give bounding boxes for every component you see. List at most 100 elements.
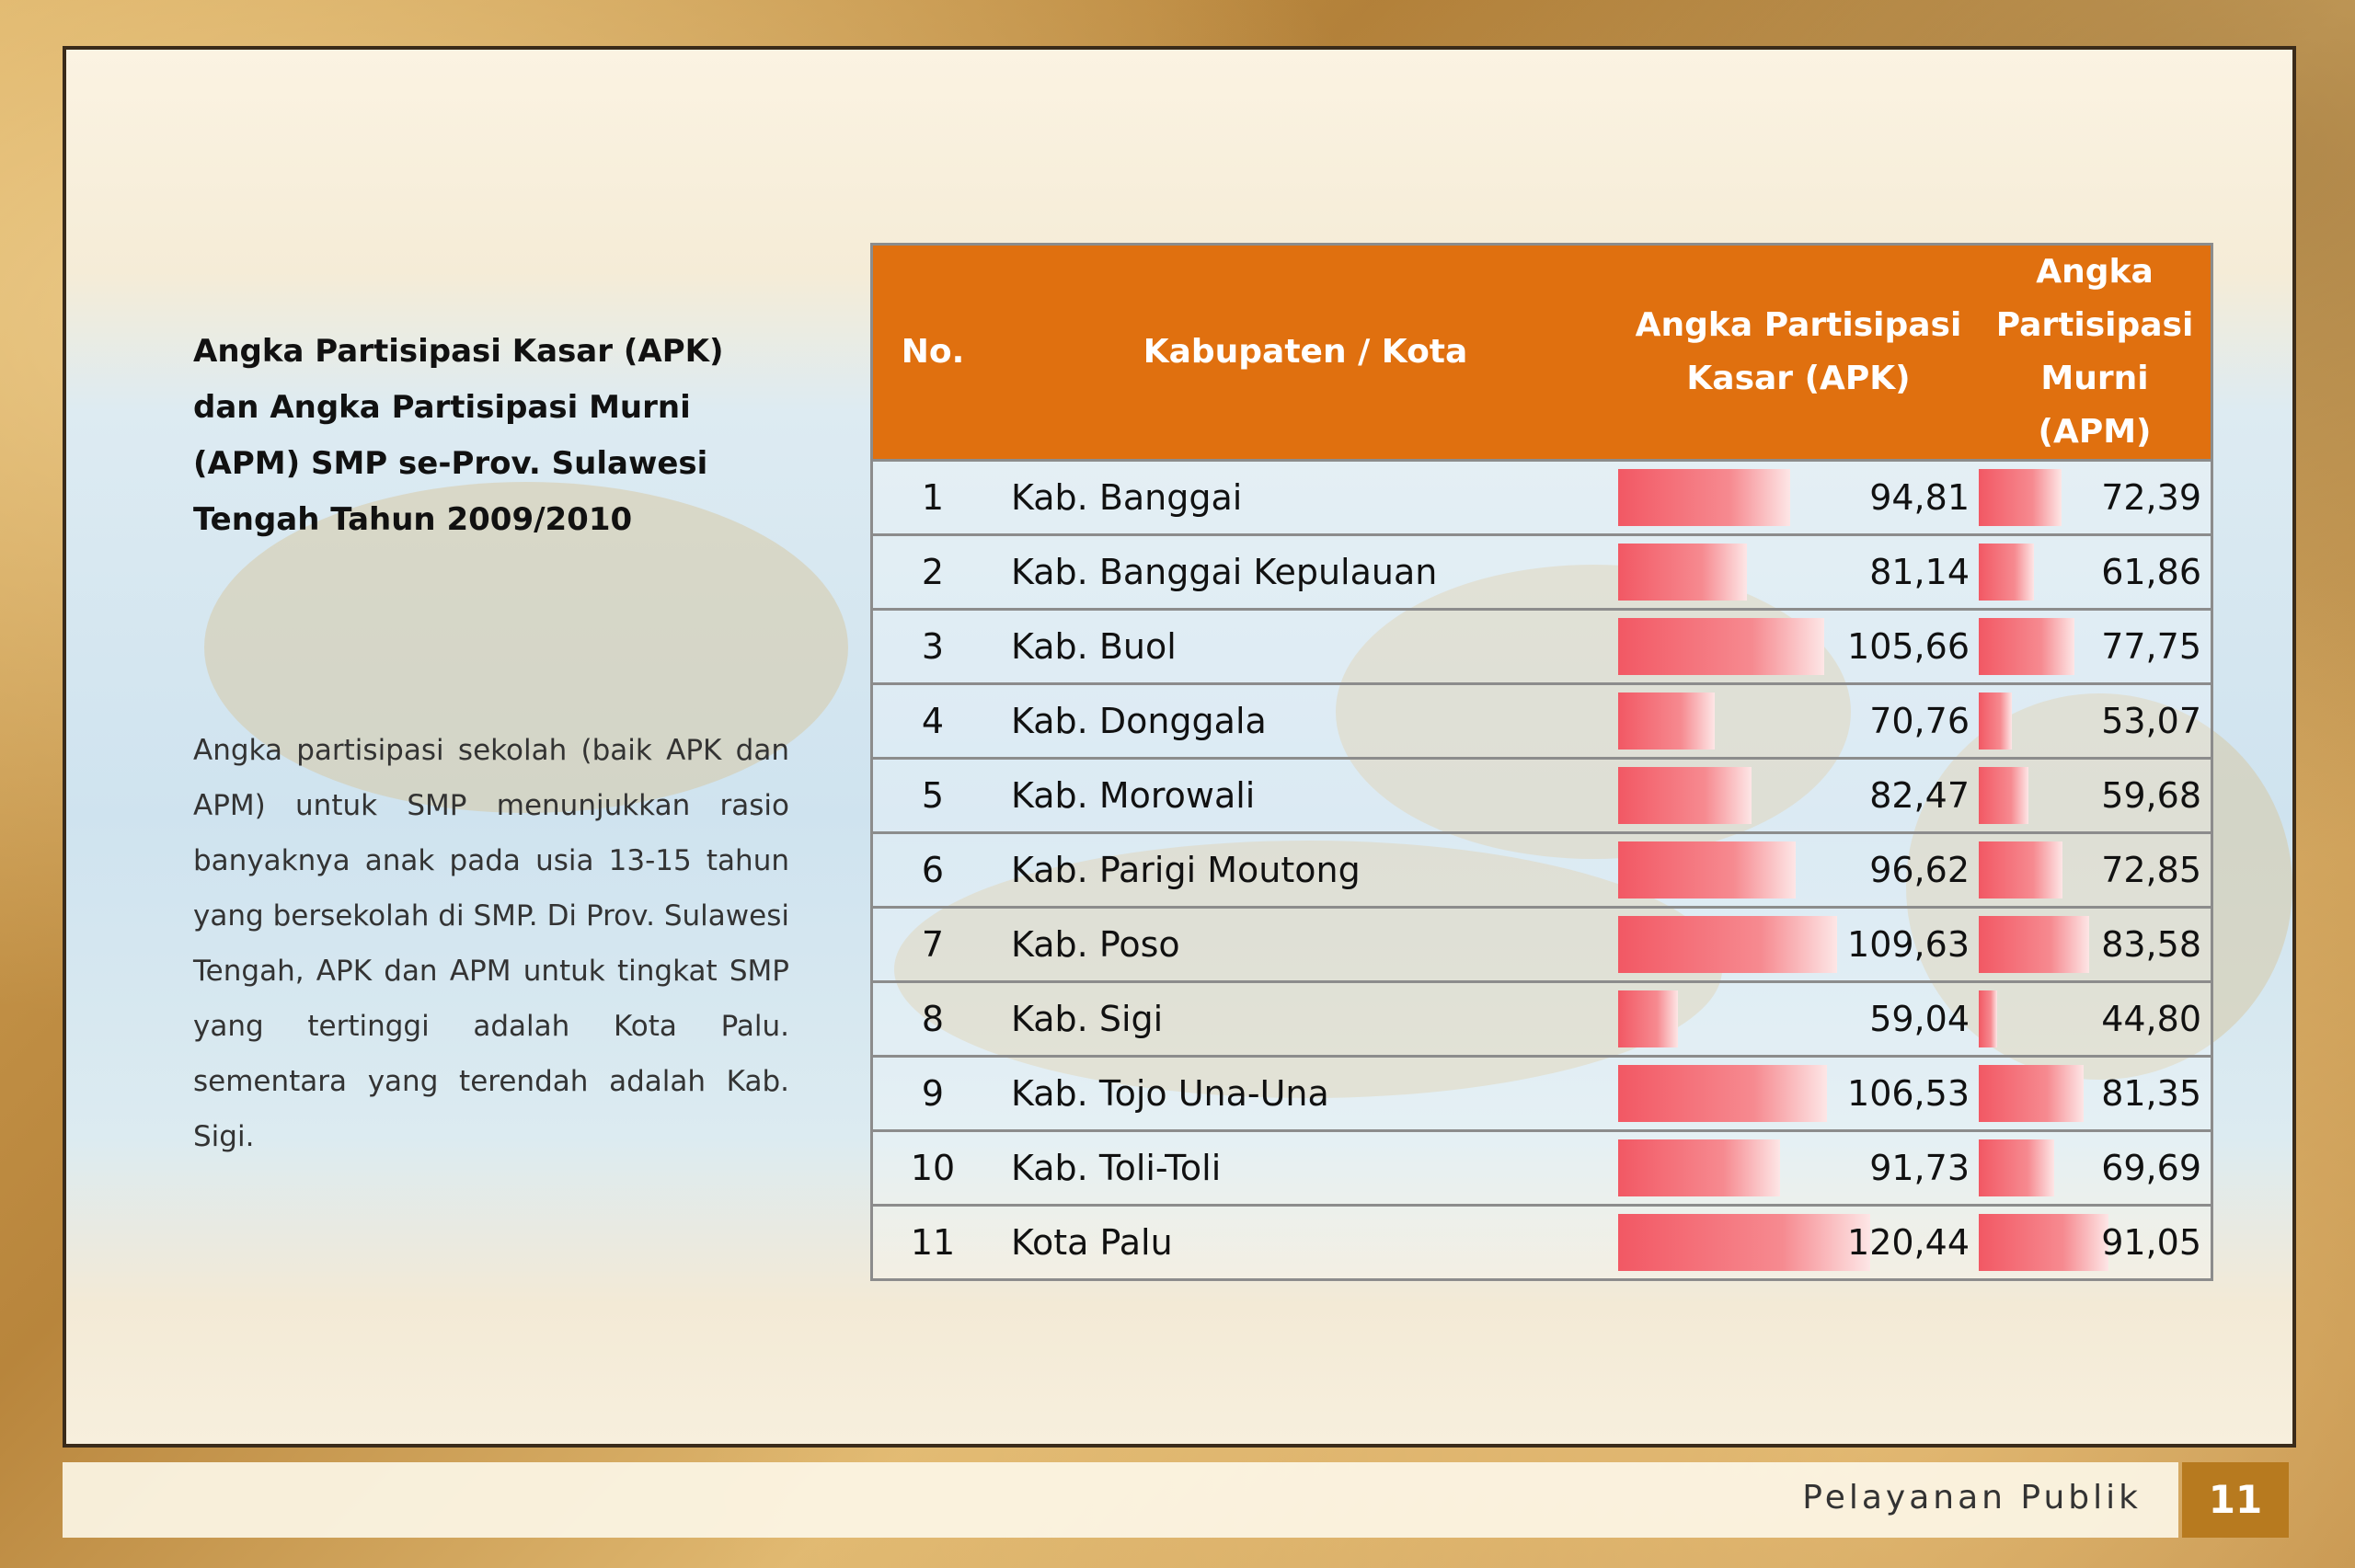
cell-apm: 69,69 <box>1979 1129 2211 1206</box>
cell-apm: 83,58 <box>1979 906 2211 982</box>
apm-bar <box>1979 1065 2085 1122</box>
cell-region-name: Kab. Poso <box>993 906 1618 982</box>
participation-table: No. Kabupaten / Kota Angka Partisipasi K… <box>870 243 2213 1281</box>
apk-bar <box>1618 618 1824 675</box>
cell-no: 9 <box>873 1055 993 1131</box>
cell-region-name: Kab. Parigi Moutong <box>993 831 1618 908</box>
cell-no: 10 <box>873 1129 993 1206</box>
apk-bar <box>1618 692 1715 750</box>
page-title: Angka Partisipasi Kasar (APK) dan Angka … <box>193 333 724 538</box>
header-apk: Angka Partisipasi Kasar (APK) <box>1618 246 1979 461</box>
cell-region-name: Kab. Buol <box>993 608 1618 684</box>
apk-bar <box>1618 1214 1871 1271</box>
apm-bar <box>1979 692 2013 750</box>
page-number: 11 <box>2182 1462 2289 1538</box>
apk-bar <box>1618 1139 1781 1196</box>
header-apk-line2: Kasar (APK) <box>1686 360 1911 397</box>
description-paragraph: Angka partisipasi sekolah (baik APK dan … <box>193 734 789 1153</box>
table-row: 1 Kab. Banggai 94,81 72,39 <box>873 459 2211 535</box>
apk-value: 81,14 <box>1869 552 1970 592</box>
apk-bar <box>1618 469 1790 526</box>
cell-apm: 61,86 <box>1979 533 2211 610</box>
cell-region-name: Kota Palu <box>993 1204 1618 1278</box>
apk-value: 94,81 <box>1869 477 1970 518</box>
cell-no: 1 <box>873 459 993 535</box>
apk-value: 106,53 <box>1847 1073 1970 1114</box>
apm-bar <box>1979 841 2062 898</box>
apm-value: 83,58 <box>2101 924 2201 965</box>
cell-no: 11 <box>873 1204 993 1278</box>
footer-bar: Pelayanan Publik <box>63 1462 2178 1538</box>
apm-bar <box>1979 1139 2055 1196</box>
cell-no: 5 <box>873 757 993 833</box>
apk-bar <box>1618 544 1748 601</box>
cell-apk: 59,04 <box>1618 980 1979 1057</box>
table-row: 6 Kab. Parigi Moutong 96,62 72,85 <box>873 831 2211 908</box>
table-row: 11 Kota Palu 120,44 91,05 <box>873 1204 2211 1278</box>
cell-region-name: Kab. Banggai Kepulauan <box>993 533 1618 610</box>
table-row: 2 Kab. Banggai Kepulauan 81,14 61,86 <box>873 533 2211 610</box>
cell-apk: 94,81 <box>1618 459 1979 535</box>
header-name: Kabupaten / Kota <box>993 246 1618 461</box>
cell-apm: 91,05 <box>1979 1204 2211 1278</box>
apk-value: 96,62 <box>1869 850 1970 890</box>
cell-apm: 72,85 <box>1979 831 2211 908</box>
apk-value: 70,76 <box>1869 701 1970 741</box>
apm-bar <box>1979 469 2062 526</box>
apm-bar <box>1979 1214 2109 1271</box>
cell-apk: 96,62 <box>1618 831 1979 908</box>
apk-bar <box>1618 767 1752 824</box>
header-apm-line1: Angka Partisipasi <box>1995 253 2194 344</box>
cell-apm: 53,07 <box>1979 682 2211 759</box>
cell-no: 2 <box>873 533 993 610</box>
cell-apk: 109,63 <box>1618 906 1979 982</box>
cell-apk: 120,44 <box>1618 1204 1979 1278</box>
cell-apk: 106,53 <box>1618 1055 1979 1131</box>
header-apm: Angka Partisipasi Murni (APM) <box>1979 246 2211 461</box>
cell-apk: 82,47 <box>1618 757 1979 833</box>
cell-apk: 70,76 <box>1618 682 1979 759</box>
apk-bar <box>1618 990 1678 1047</box>
cell-no: 3 <box>873 608 993 684</box>
apm-value: 77,75 <box>2101 626 2201 667</box>
cell-no: 6 <box>873 831 993 908</box>
table-row: 8 Kab. Sigi 59,04 44,80 <box>873 980 2211 1057</box>
table-row: 10 Kab. Toli-Toli 91,73 69,69 <box>873 1129 2211 1206</box>
table-row: 7 Kab. Poso 109,63 83,58 <box>873 906 2211 982</box>
table-row: 3 Kab. Buol 105,66 77,75 <box>873 608 2211 684</box>
cell-no: 4 <box>873 682 993 759</box>
cell-region-name: Kab. Toli-Toli <box>993 1129 1618 1206</box>
apk-value: 82,47 <box>1869 775 1970 816</box>
apk-bar <box>1618 916 1837 973</box>
cell-no: 8 <box>873 980 993 1057</box>
apm-bar <box>1979 990 1998 1047</box>
cell-region-name: Kab. Sigi <box>993 980 1618 1057</box>
cell-apk: 91,73 <box>1618 1129 1979 1206</box>
apk-bar <box>1618 1065 1827 1122</box>
apm-value: 91,05 <box>2101 1222 2201 1263</box>
apm-value: 69,69 <box>2101 1148 2201 1188</box>
apm-value: 59,68 <box>2101 775 2201 816</box>
cell-apm: 72,39 <box>1979 459 2211 535</box>
apm-bar <box>1979 618 2075 675</box>
cell-region-name: Kab. Tojo Una-Una <box>993 1055 1618 1131</box>
cell-apk: 105,66 <box>1618 608 1979 684</box>
apm-bar <box>1979 544 2035 601</box>
cell-apm: 59,68 <box>1979 757 2211 833</box>
apm-value: 61,86 <box>2101 552 2201 592</box>
table-header-row: No. Kabupaten / Kota Angka Partisipasi K… <box>873 246 2211 461</box>
apm-value: 81,35 <box>2101 1073 2201 1114</box>
apm-value: 72,39 <box>2101 477 2201 518</box>
header-no: No. <box>873 246 993 461</box>
cell-apm: 81,35 <box>1979 1055 2211 1131</box>
cell-apk: 81,14 <box>1618 533 1979 610</box>
apm-value: 72,85 <box>2101 850 2201 890</box>
apk-value: 109,63 <box>1847 924 1970 965</box>
apk-value: 59,04 <box>1869 999 1970 1039</box>
table-row: 9 Kab. Tojo Una-Una 106,53 81,35 <box>873 1055 2211 1131</box>
header-apk-line1: Angka Partisipasi <box>1635 306 1962 344</box>
cell-region-name: Kab. Donggala <box>993 682 1618 759</box>
cell-apm: 44,80 <box>1979 980 2211 1057</box>
table-row: 5 Kab. Morowali 82,47 59,68 <box>873 757 2211 833</box>
cell-region-name: Kab. Banggai <box>993 459 1618 535</box>
